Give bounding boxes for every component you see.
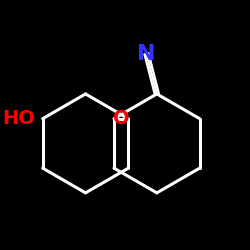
Text: N: N [137,44,156,64]
Text: O: O [113,109,130,128]
Text: HO: HO [2,109,35,128]
